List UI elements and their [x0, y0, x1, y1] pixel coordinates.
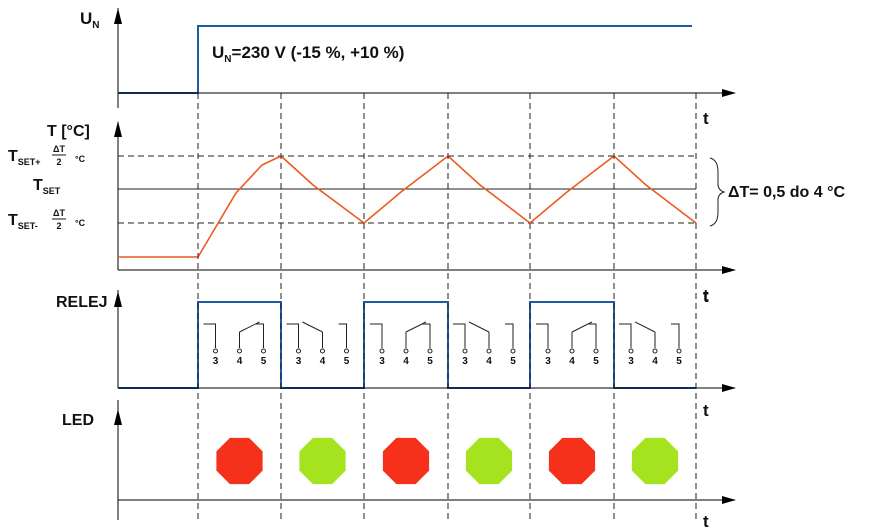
relay-terminal-label: 5: [510, 356, 516, 367]
relay-terminal-label: 3: [213, 356, 219, 367]
relay-y-arrow: [114, 291, 122, 307]
relay-terminal-label: 4: [403, 356, 409, 367]
relay-terminal-label: 5: [261, 356, 267, 367]
relay-terminal-label: 5: [593, 356, 599, 367]
relay-terminal-label: 3: [296, 356, 302, 367]
relay-contact-symbol: 3 4 5: [203, 321, 267, 367]
svg-text:TSET+: TSET+: [8, 148, 41, 167]
temperature-curve: [118, 154, 697, 258]
relay-terminal-label: 4: [237, 356, 243, 367]
led-red-indicator: [382, 437, 430, 485]
led-panel: LED t t: [62, 400, 736, 530]
relay-contact-symbol: 3 4 5: [619, 321, 682, 367]
temperature-y-arrow: [114, 121, 122, 137]
relay-terminal-label: 5: [676, 356, 682, 367]
setpoint-label: TSET: [33, 177, 61, 196]
svg-text:°C: °C: [75, 154, 86, 164]
temperature-time-label: t: [703, 287, 709, 306]
svg-text:°C: °C: [75, 218, 86, 228]
upper-setpoint-label: TSET+ ΔT 2 °C: [8, 144, 86, 167]
supply-time-label: t: [703, 109, 709, 128]
relay-contact-symbol: 3 4 5: [536, 321, 599, 367]
supply-panel: UN UN=230 V (-15 %, +10 %) t: [80, 8, 736, 128]
led-time-label: t: [703, 512, 709, 530]
relay-terminal-label: 4: [320, 356, 326, 367]
lower-setpoint-label: TSET- ΔT 2 °C: [8, 208, 86, 231]
relay-terminal-label: 5: [427, 356, 433, 367]
supply-y-arrow: [114, 8, 122, 24]
supply-voltage-signal: [118, 25, 692, 94]
relay-terminal-label: 4: [569, 356, 575, 367]
relay-contact-symbol: 3 4 5: [286, 321, 350, 367]
led-green-indicator: [631, 437, 679, 485]
supply-voltage-text: UN=230 V (-15 %, +10 %): [212, 43, 404, 65]
relay-terminal-label: 4: [486, 356, 492, 367]
relay-axis-label: RELEJ: [56, 294, 108, 311]
led-green-indicator: [299, 437, 346, 485]
svg-text:ΔT: ΔT: [53, 208, 65, 218]
relay-contact-symbol: 3 4 5: [453, 321, 516, 367]
relay-time-label-top: t: [703, 286, 709, 305]
led-red-indicator: [216, 437, 263, 485]
led-axis-label: LED: [62, 412, 94, 429]
relay-terminal-label: 5: [344, 356, 350, 367]
relay-contact-symbol: 3 4 5: [370, 321, 433, 367]
led-indicators: [216, 437, 679, 485]
time-markers: [197, 93, 697, 520]
relay-contacts: 3 4 5 3 4 5 3 4 5 3 4 5 3 4 5 3 4 5: [203, 321, 682, 367]
led-y-arrow: [114, 409, 122, 425]
svg-text:2: 2: [56, 221, 61, 231]
delta-range-text: ΔT= 0,5 do 4 °C: [728, 184, 845, 201]
svg-text:TSET-: TSET-: [8, 212, 38, 231]
supply-axis-label: UN: [80, 9, 100, 31]
led-time-label-top: t: [703, 401, 709, 420]
relay-terminal-label: 3: [379, 356, 385, 367]
relay-terminal-label: 3: [462, 356, 468, 367]
relay-terminal-label: 3: [545, 356, 551, 367]
svg-text:ΔT: ΔT: [53, 144, 65, 154]
led-red-indicator: [548, 437, 596, 485]
delta-brace: [709, 157, 726, 227]
temperature-axis-label: T [°C]: [47, 123, 90, 140]
svg-text:2: 2: [56, 157, 61, 167]
temperature-panel: T [°C] TSET+ ΔT 2 °C TSET TSET- ΔT 2 °C …: [8, 121, 845, 306]
relay-state-signal: [118, 301, 696, 389]
relay-terminal-label: 3: [628, 356, 634, 367]
relay-terminal-label: 4: [652, 356, 658, 367]
relay-panel: RELEJ t 3 4 5 3 4 5 3 4 5 3 4 5 3 4 5 3 4 5: [56, 286, 736, 392]
led-green-indicator: [465, 437, 513, 485]
